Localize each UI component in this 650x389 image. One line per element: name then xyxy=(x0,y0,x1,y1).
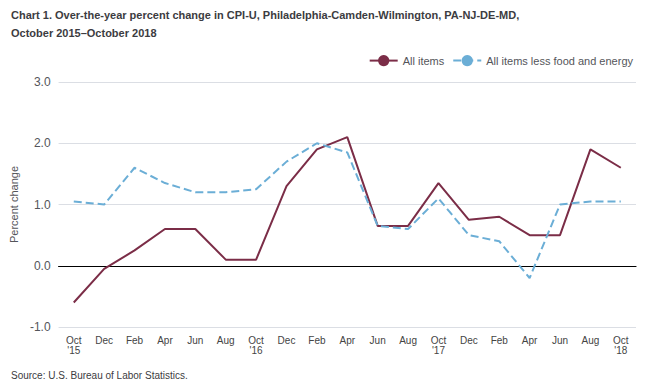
svg-text:3.0: 3.0 xyxy=(34,75,51,89)
svg-text:Percent change: Percent change xyxy=(8,166,20,243)
svg-text:'15: '15 xyxy=(67,345,80,356)
svg-text:Source: U.S. Bureau of Labor S: Source: U.S. Bureau of Labor Statistics. xyxy=(11,370,188,381)
svg-text:Oct: Oct xyxy=(430,334,447,346)
svg-text:Apr: Apr xyxy=(340,335,356,346)
svg-text:Oct: Oct xyxy=(248,334,264,346)
svg-text:Dec: Dec xyxy=(460,335,478,346)
svg-text:Feb: Feb xyxy=(491,335,509,346)
svg-text:Jun: Jun xyxy=(552,335,568,346)
svg-text:Chart 1. Over-the-year percent: Chart 1. Over-the-year percent change in… xyxy=(11,9,519,21)
svg-text:Feb: Feb xyxy=(126,335,144,346)
svg-text:All items less food and energy: All items less food and energy xyxy=(486,55,633,67)
svg-text:Oct: Oct xyxy=(613,334,629,346)
svg-text:'17: '17 xyxy=(432,345,445,356)
svg-text:All items: All items xyxy=(403,55,445,67)
svg-text:Apr: Apr xyxy=(157,335,173,346)
svg-text:1.0: 1.0 xyxy=(34,198,51,212)
svg-text:Oct: Oct xyxy=(66,334,82,346)
svg-text:Aug: Aug xyxy=(582,335,600,346)
svg-text:0.0: 0.0 xyxy=(34,259,51,273)
svg-text:Dec: Dec xyxy=(278,335,296,346)
svg-text:October 2015–October 2018: October 2015–October 2018 xyxy=(11,27,157,39)
svg-text:'16: '16 xyxy=(250,345,263,356)
svg-text:Aug: Aug xyxy=(399,335,417,346)
svg-text:Apr: Apr xyxy=(522,335,538,346)
svg-text:2.0: 2.0 xyxy=(34,136,51,150)
svg-text:'18: '18 xyxy=(614,345,627,356)
svg-text:Jun: Jun xyxy=(370,335,386,346)
svg-text:Feb: Feb xyxy=(308,335,326,346)
svg-text:-1.0: -1.0 xyxy=(30,320,51,334)
svg-text:Aug: Aug xyxy=(217,335,235,346)
svg-text:Dec: Dec xyxy=(95,335,113,346)
svg-text:Jun: Jun xyxy=(187,335,203,346)
